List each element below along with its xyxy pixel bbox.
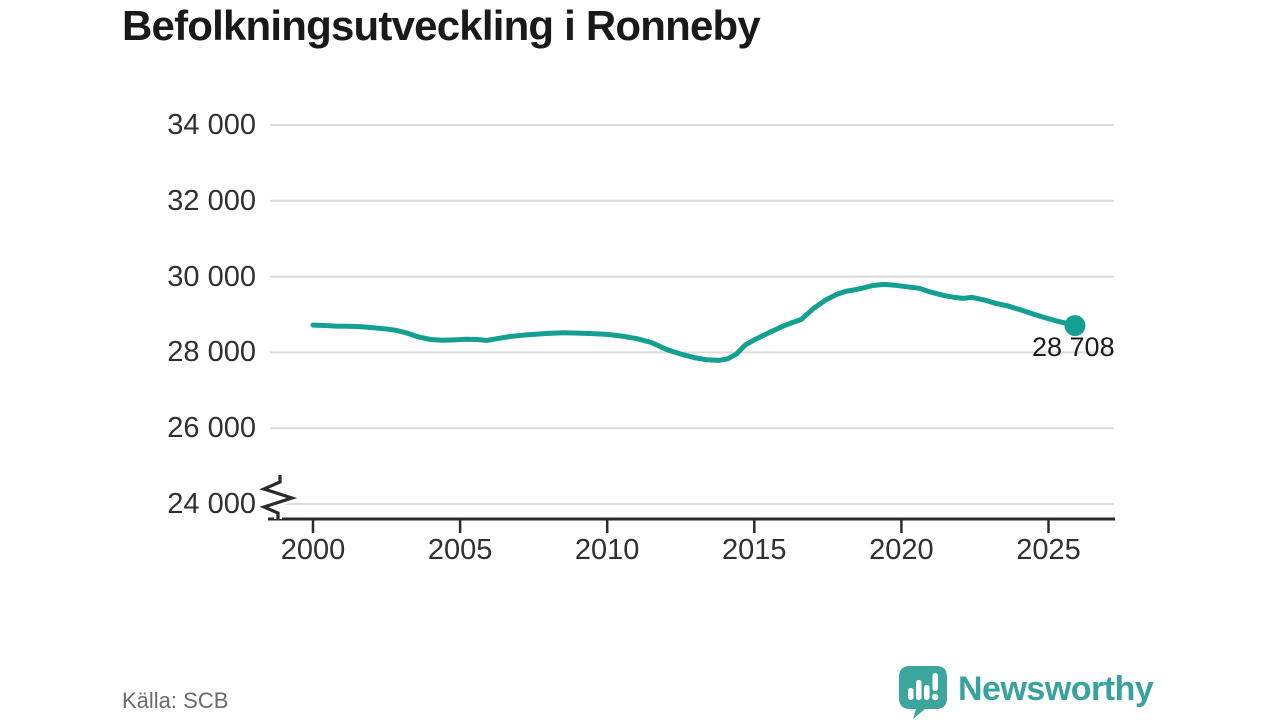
x-tick-label: 2000 xyxy=(280,534,346,566)
source-note: Källa: SCB xyxy=(122,688,229,713)
newsworthy-logo: Newsworthy xyxy=(899,665,1154,720)
y-tick-label: 32 000 xyxy=(167,184,256,217)
x-tick-label: 2025 xyxy=(1016,534,1081,566)
page-title: Befolkningsutveckling i Ronneby xyxy=(122,2,761,49)
axis-break-icon xyxy=(259,475,298,519)
population-line xyxy=(310,281,1078,363)
x-tick-label: 2005 xyxy=(427,534,493,566)
x-tick-label: 2010 xyxy=(574,534,640,566)
last-value-label: 28 708 xyxy=(1032,332,1115,362)
y-tick-label: 24 000 xyxy=(167,488,256,520)
last-point-marker xyxy=(1064,315,1086,337)
y-tick-label: 26 000 xyxy=(167,412,256,445)
newsworthy-wordmark: Newsworthy xyxy=(958,670,1154,708)
y-tick-label: 34 000 xyxy=(167,109,256,141)
x-tick-label: 2020 xyxy=(869,534,934,566)
y-tick-label: 30 000 xyxy=(167,260,256,293)
y-tick-label: 28 000 xyxy=(167,336,256,369)
newsworthy-logo-icon xyxy=(899,666,947,719)
x-tick-label: 2015 xyxy=(722,534,787,566)
